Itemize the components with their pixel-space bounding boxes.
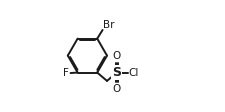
- Text: Cl: Cl: [128, 68, 138, 78]
- Text: O: O: [112, 51, 120, 61]
- Text: O: O: [112, 84, 120, 94]
- Text: S: S: [112, 66, 121, 79]
- Text: Br: Br: [103, 20, 114, 30]
- Text: F: F: [63, 68, 69, 78]
